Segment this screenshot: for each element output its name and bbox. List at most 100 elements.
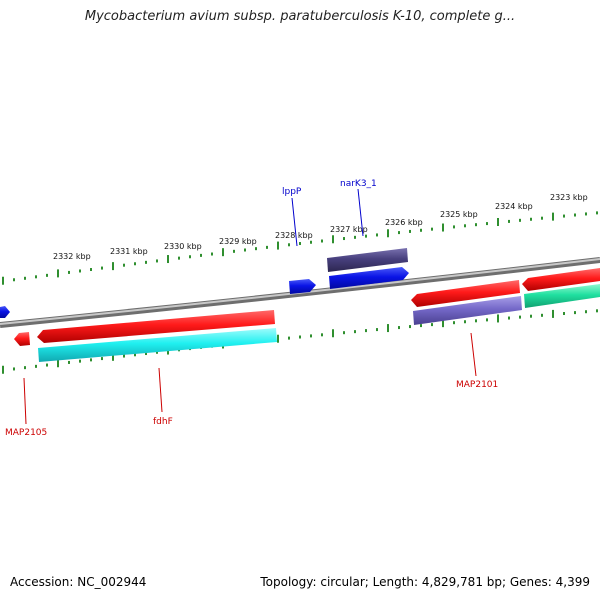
minor-tick — [596, 309, 598, 313]
minor-tick — [13, 278, 15, 282]
minor-tick — [596, 211, 598, 215]
minor-tick — [266, 245, 268, 249]
major-tick — [112, 352, 114, 361]
leader-MAP2105 — [23, 377, 27, 425]
minor-tick — [574, 311, 576, 315]
minor-tick — [376, 328, 378, 332]
major-tick — [2, 365, 4, 374]
minor-tick — [46, 363, 48, 367]
minor-tick — [79, 269, 81, 273]
gene-red-upper-farright[interactable] — [522, 268, 600, 291]
leader-narK3_1 — [357, 188, 364, 237]
major-tick — [222, 248, 224, 257]
minor-tick — [431, 227, 433, 231]
major-tick — [387, 229, 389, 238]
minor-tick — [585, 212, 587, 216]
major-tick — [552, 309, 554, 318]
major-tick — [442, 223, 444, 232]
minor-tick — [376, 233, 378, 237]
gene-blue-left-edge[interactable] — [0, 306, 10, 318]
minor-tick — [398, 231, 400, 235]
gene-label-fdhF[interactable]: fdhF — [153, 417, 173, 427]
minor-tick — [299, 242, 301, 246]
gene-fdhF-arrow[interactable] — [37, 310, 275, 343]
major-tick — [332, 235, 334, 244]
minor-tick — [101, 357, 103, 361]
minor-tick — [24, 276, 26, 280]
minor-tick — [354, 235, 356, 239]
minor-tick — [255, 247, 257, 251]
topology-label: Topology: circular; Length: 4,829,781 bp… — [260, 575, 590, 589]
minor-tick — [321, 239, 323, 243]
accession-label: Accession: NC_002944 — [10, 575, 147, 589]
major-tick — [497, 314, 499, 323]
minor-tick — [519, 218, 521, 222]
gene-label-lppP[interactable]: lppP — [282, 187, 302, 197]
minor-tick — [431, 323, 433, 327]
major-tick — [277, 241, 279, 250]
minor-tick — [200, 253, 202, 257]
kbp-label: 2323 kbp — [550, 193, 588, 202]
minor-tick — [508, 316, 510, 320]
gene-lavender-block[interactable] — [413, 296, 522, 325]
major-tick — [387, 324, 389, 333]
major-tick — [57, 359, 59, 368]
minor-tick — [453, 225, 455, 229]
minor-tick — [486, 318, 488, 322]
gene-red-small-left[interactable] — [14, 332, 30, 346]
kbp-ruler-upper — [2, 211, 598, 285]
minor-tick — [101, 266, 103, 270]
minor-tick — [244, 248, 246, 252]
kbp-ruler-lower — [2, 309, 598, 374]
major-tick — [497, 217, 499, 226]
gene-red-upper-right[interactable] — [411, 280, 520, 307]
leader-MAP2101 — [470, 332, 477, 377]
minor-tick — [68, 270, 70, 274]
kbp-label: 2325 kbp — [440, 210, 478, 219]
map-title: Mycobacterium avium subsp. paratuberculo… — [84, 9, 516, 24]
kbp-label: 2332 kbp — [53, 252, 91, 261]
minor-tick — [321, 333, 323, 337]
minor-tick — [211, 252, 213, 256]
minor-tick — [475, 319, 477, 323]
minor-tick — [574, 213, 576, 217]
minor-tick — [508, 219, 510, 223]
minor-tick — [90, 358, 92, 362]
minor-tick — [156, 259, 158, 263]
kbp-label: 2326 kbp — [385, 218, 423, 227]
leader-lppP — [291, 197, 298, 247]
minor-tick — [343, 331, 345, 335]
minor-tick — [464, 224, 466, 228]
gene-label-MAP2105[interactable]: MAP2105 — [5, 428, 47, 438]
gene-lppP-arrow[interactable] — [289, 279, 316, 294]
major-tick — [277, 334, 279, 343]
gene-narK3_1-arrow[interactable] — [329, 267, 409, 289]
minor-tick — [24, 366, 26, 370]
gene-label-narK3_1[interactable]: narK3_1 — [340, 179, 377, 189]
minor-tick — [310, 334, 312, 338]
gene-green-block[interactable] — [524, 284, 600, 308]
gene-dark-block[interactable] — [327, 248, 408, 272]
gene-label-MAP2101[interactable]: MAP2101 — [456, 380, 498, 390]
minor-tick — [563, 214, 565, 218]
gene-cyan-block[interactable] — [38, 328, 277, 362]
minor-tick — [398, 326, 400, 330]
minor-tick — [475, 223, 477, 227]
minor-tick — [134, 353, 136, 357]
minor-tick — [541, 216, 543, 220]
minor-tick — [178, 256, 180, 260]
kbp-label: 2328 kbp — [275, 231, 313, 240]
minor-tick — [541, 313, 543, 317]
major-tick — [552, 212, 554, 221]
kbp-label: 2330 kbp — [164, 242, 202, 251]
minor-tick — [365, 234, 367, 238]
kbp-label: 2324 kbp — [495, 202, 533, 211]
minor-tick — [519, 315, 521, 319]
major-tick — [167, 255, 169, 264]
minor-tick — [35, 275, 37, 279]
minor-tick — [35, 364, 37, 368]
minor-tick — [343, 237, 345, 241]
minor-tick — [310, 240, 312, 244]
kbp-labels: 2332 kbp 2331 kbp 2330 kbp 2329 kbp 2328… — [53, 193, 588, 261]
